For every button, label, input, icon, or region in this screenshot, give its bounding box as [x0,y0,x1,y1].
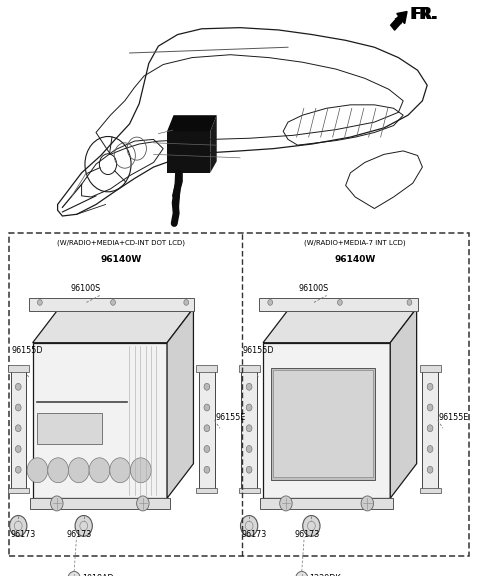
Circle shape [204,425,210,432]
Circle shape [427,425,433,432]
Circle shape [50,496,63,511]
Text: 96155D: 96155D [242,346,274,355]
Polygon shape [390,308,417,498]
FancyBboxPatch shape [259,298,418,311]
FancyBboxPatch shape [241,366,257,490]
Text: 96155E: 96155E [438,413,468,422]
Text: (W/RADIO+MEDIA+CD-INT DOT LCD): (W/RADIO+MEDIA+CD-INT DOT LCD) [57,239,185,245]
Circle shape [427,384,433,391]
Circle shape [204,404,210,411]
FancyBboxPatch shape [30,498,170,509]
Polygon shape [263,308,417,343]
FancyBboxPatch shape [37,412,102,444]
Text: (W/RADIO+MEDIA-7 INT LCD): (W/RADIO+MEDIA-7 INT LCD) [304,239,406,245]
FancyBboxPatch shape [167,131,210,173]
Circle shape [37,300,42,305]
Text: 96155E: 96155E [215,413,245,422]
Circle shape [137,496,149,511]
FancyBboxPatch shape [271,367,375,480]
Circle shape [361,496,373,511]
FancyArrow shape [391,12,407,30]
FancyBboxPatch shape [29,298,194,311]
Circle shape [15,384,21,391]
Circle shape [303,516,320,536]
Circle shape [240,516,258,536]
Text: 96173: 96173 [295,530,320,539]
Circle shape [204,467,210,473]
Text: 96155D: 96155D [12,346,44,355]
Text: 1018AD: 1018AD [82,574,113,576]
Circle shape [427,446,433,453]
Text: 96173: 96173 [66,530,92,539]
Circle shape [204,446,210,453]
Circle shape [268,300,273,305]
Text: 96173: 96173 [11,530,36,539]
FancyBboxPatch shape [196,487,217,493]
Polygon shape [210,115,216,173]
FancyBboxPatch shape [420,487,441,493]
Circle shape [10,516,27,536]
Circle shape [246,404,252,411]
Text: 96173: 96173 [241,530,267,539]
FancyBboxPatch shape [33,343,167,498]
FancyBboxPatch shape [196,365,217,372]
Text: 96140W: 96140W [100,255,142,264]
Text: FR.: FR. [409,7,437,22]
Circle shape [69,458,89,483]
Circle shape [48,458,69,483]
Circle shape [427,404,433,411]
FancyBboxPatch shape [11,366,26,490]
Circle shape [246,425,252,432]
Circle shape [15,467,21,473]
Circle shape [246,384,252,391]
FancyBboxPatch shape [420,365,441,372]
Circle shape [427,467,433,473]
FancyBboxPatch shape [422,366,438,490]
Circle shape [407,300,412,305]
Polygon shape [167,308,193,498]
Text: 96100S: 96100S [299,284,329,293]
Circle shape [75,516,92,536]
FancyBboxPatch shape [8,487,29,493]
Circle shape [68,571,80,576]
FancyBboxPatch shape [273,370,373,478]
Circle shape [296,571,308,576]
FancyBboxPatch shape [263,343,390,498]
Circle shape [184,300,189,305]
FancyBboxPatch shape [260,498,393,509]
Circle shape [110,300,116,305]
Circle shape [89,458,110,483]
Polygon shape [167,115,216,131]
Circle shape [204,384,210,391]
FancyBboxPatch shape [239,487,260,493]
Circle shape [15,404,21,411]
FancyBboxPatch shape [8,365,29,372]
FancyBboxPatch shape [239,365,260,372]
Text: 96140W: 96140W [335,255,376,264]
Circle shape [15,425,21,432]
Circle shape [246,446,252,453]
Circle shape [246,467,252,473]
Circle shape [110,458,131,483]
Circle shape [27,458,48,483]
Circle shape [280,496,292,511]
Circle shape [131,458,151,483]
Polygon shape [33,308,193,343]
Text: FR.: FR. [411,7,439,22]
Circle shape [337,300,342,305]
Circle shape [15,446,21,453]
Text: 96100S: 96100S [70,284,100,293]
FancyBboxPatch shape [199,366,215,490]
Text: 1229DK: 1229DK [310,574,341,576]
